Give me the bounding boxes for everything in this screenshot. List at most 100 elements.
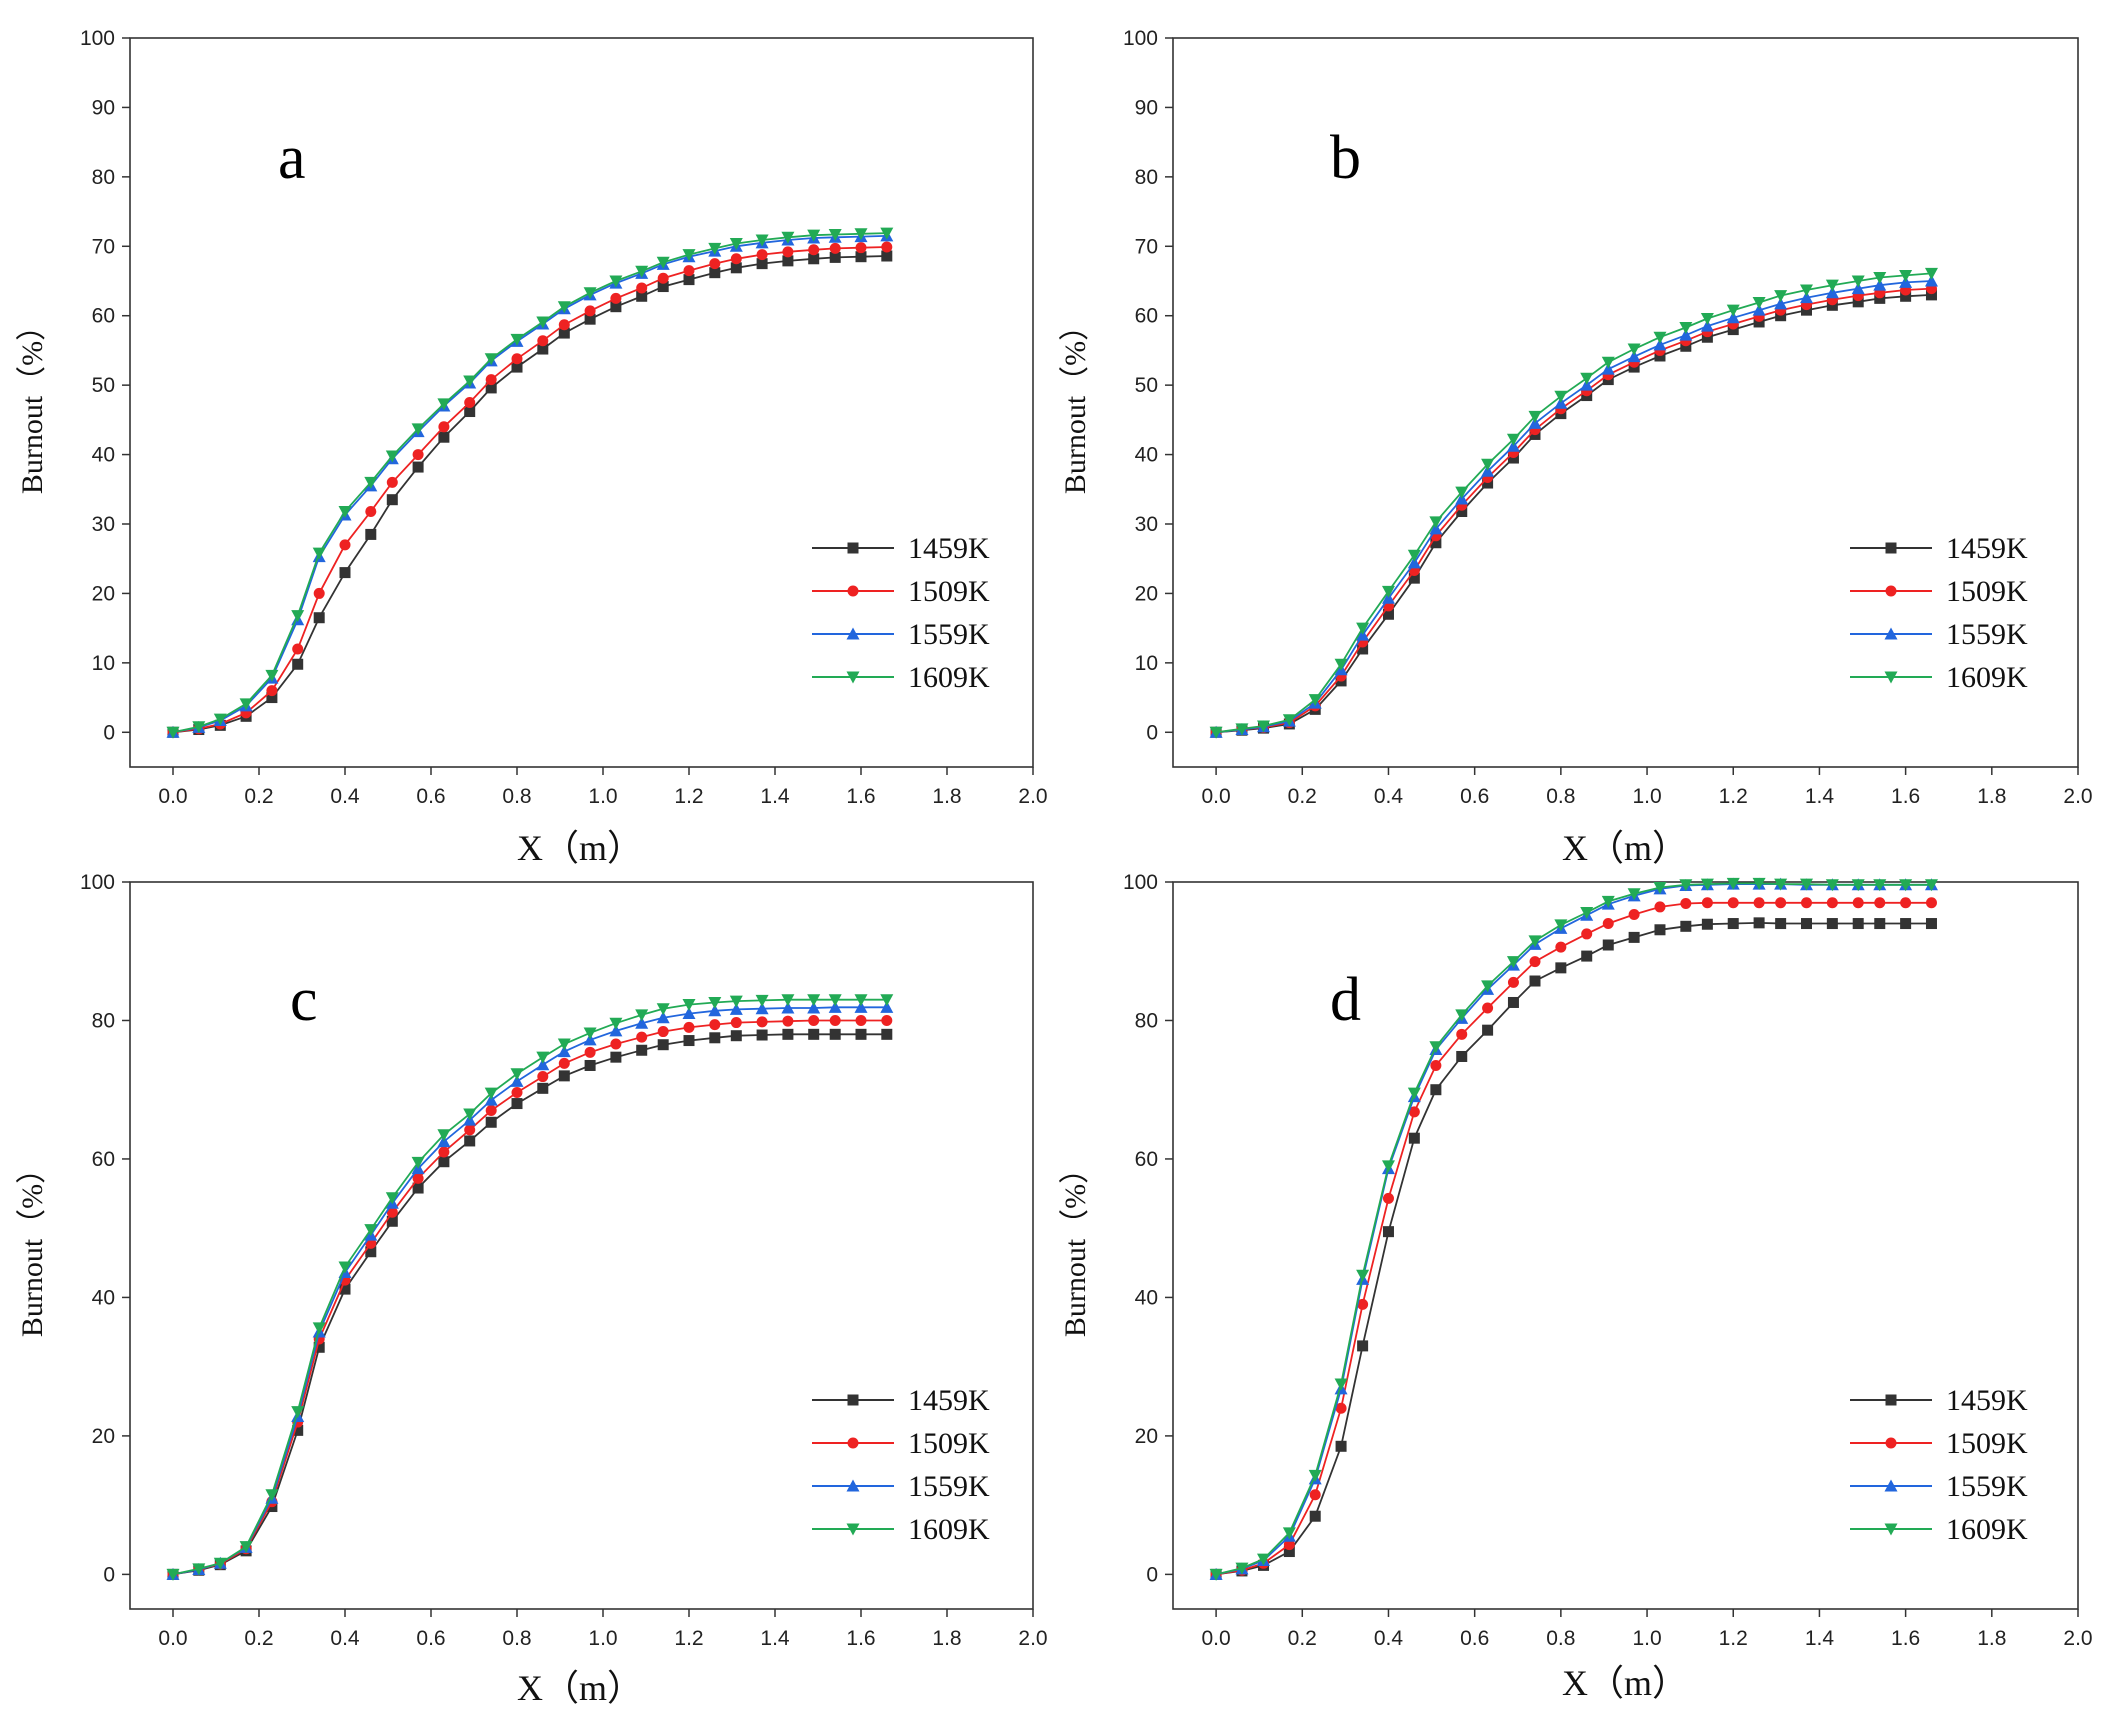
data-point [1852,897,1864,909]
x-tick-label: 0.0 [158,1627,187,1650]
series-line [1216,287,1932,734]
data-point [1899,269,1913,282]
data-point [484,1087,498,1100]
data-point [412,1182,424,1194]
data-point [1309,1510,1321,1522]
data-point [192,721,206,734]
data-point [1851,282,1865,295]
y-tick-label: 20 [1135,1425,1158,1448]
data-point [829,1014,841,1026]
x-tick-label: 1.8 [932,785,961,808]
data-point [636,290,648,302]
x-tick-label: 0.6 [1460,1627,1489,1650]
data-point [1601,356,1615,369]
data-point [708,1004,722,1017]
data-point [657,281,669,293]
legend-marker [1884,1523,1898,1536]
data-point [239,1541,253,1554]
data-point [485,374,497,386]
data-point [166,1568,180,1581]
data-point [1430,1084,1442,1096]
legend-label: 1459K [908,1384,990,1417]
data-point [558,1070,570,1082]
data-point [1235,723,1249,736]
data-point [557,1038,571,1051]
data-point [1654,924,1666,936]
data-point [1775,897,1787,909]
data-point [1900,918,1912,930]
legend-label: 1559K [908,618,990,651]
data-point [1753,316,1765,328]
data-point [437,1129,451,1142]
data-point [1357,643,1369,655]
data-point [338,1261,352,1274]
data-point [437,398,451,411]
x-tick-label: 1.2 [674,785,703,808]
data-point [1528,410,1542,423]
legend-marker [846,671,860,684]
data-point [511,1086,523,1098]
data-point [808,244,820,256]
series-1609K [1209,267,1938,739]
data-point [1506,433,1520,446]
legend-marker [1885,585,1897,597]
data-point [558,319,570,331]
y-tick-label: 20 [92,582,115,605]
y-tick-label: 80 [92,166,115,189]
series-line [172,998,887,1576]
data-point [537,1071,549,1083]
data-point [364,1224,378,1237]
data-point [1873,879,1887,892]
data-point [536,1058,550,1071]
legend: 1459K 1509K 1559K 1609K [812,1384,990,1546]
data-point [1282,714,1296,727]
data-point [1801,304,1812,316]
data-point [584,1059,596,1071]
y-tick-label: 60 [92,305,115,328]
x-axis-label: X（m） [517,1668,643,1708]
y-tick-label: 0 [103,1563,115,1586]
legend-label: 1609K [908,1513,990,1546]
data-point [1680,340,1692,352]
data-point [1653,882,1667,895]
data-point [537,1082,549,1094]
legend-marker [847,1394,859,1406]
data-point [682,1007,696,1020]
data-point [708,242,722,255]
x-tick-label: 0.2 [244,1627,273,1650]
data-point [636,1031,648,1043]
data-point [635,1016,649,1029]
y-tick-label: 20 [92,1425,115,1448]
data-point [1679,328,1693,341]
data-point [730,262,742,274]
data-point [1752,877,1766,890]
data-point [683,274,695,286]
series-line [172,232,887,734]
data-point [485,1116,497,1128]
data-point [1382,1226,1394,1238]
x-tick-label: 1.0 [588,1627,617,1650]
data-point [682,249,696,262]
data-point [683,1035,695,1047]
data-point [1774,290,1788,303]
data-point [1825,879,1839,892]
data-point [881,1028,893,1040]
data-point [781,994,795,1007]
legend-label: 1509K [1946,575,2028,608]
legend-label: 1559K [908,1470,990,1503]
data-point [265,1489,279,1502]
data-point [683,1021,695,1033]
data-point [1800,284,1813,297]
data-point [881,250,893,262]
data-point [709,258,721,270]
data-point [1456,1028,1468,1040]
y-tick-label: 0 [1146,1563,1158,1586]
data-point [1801,918,1812,930]
data-point [1680,920,1692,932]
legend: 1459K 1509K 1559K 1609K [1850,532,2028,694]
data-point [464,397,476,408]
data-point [635,265,649,278]
data-point [385,1192,399,1205]
data-point [829,251,841,263]
series-line [1215,901,1932,1576]
